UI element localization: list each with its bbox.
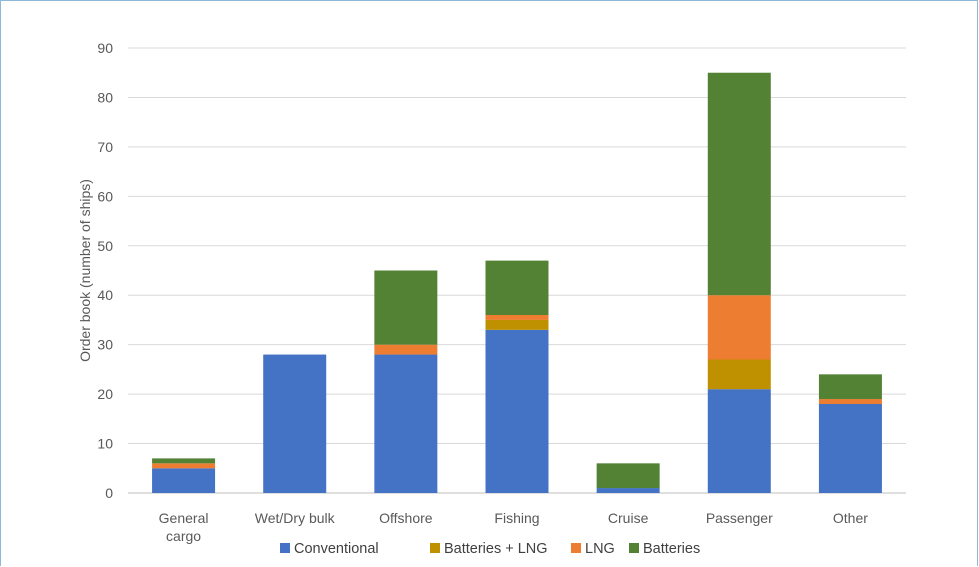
x-tick-label: Fishing: [494, 510, 539, 526]
y-axis-ticks: 0 10 20 30 40 50 60 70 80 90: [97, 40, 113, 501]
bar-segment: [374, 344, 438, 355]
legend: Conventional Batteries + LNG LNG Batteries: [280, 541, 700, 557]
legend-swatch: [430, 543, 440, 553]
legend-label: Batteries: [643, 541, 700, 557]
bar-segment: [707, 72, 771, 296]
bar-segment: [152, 463, 216, 469]
x-tick-label: Other: [833, 510, 868, 526]
y-tick-label: 40: [97, 287, 113, 303]
bar-segment: [152, 468, 216, 493]
y-tick-label: 80: [97, 89, 113, 105]
y-tick-label: 30: [97, 337, 113, 353]
x-tick-label: Passenger: [706, 510, 773, 526]
legend-label: Conventional: [294, 541, 379, 557]
bar-segment: [596, 488, 660, 493]
x-tick-label: Offshore: [379, 510, 433, 526]
bar-segment: [818, 399, 882, 404]
y-tick-label: 10: [97, 436, 113, 452]
y-tick-label: 90: [97, 40, 113, 56]
bar-segment: [596, 463, 660, 489]
bar-segment: [818, 374, 882, 400]
y-tick-label: 0: [105, 485, 113, 501]
y-tick-label: 50: [97, 238, 113, 254]
legend-swatch: [629, 543, 639, 553]
x-tick-label: General cargo: [159, 510, 209, 544]
legend-label: LNG: [585, 541, 615, 557]
bar-segment: [152, 458, 216, 464]
legend-swatch: [571, 543, 581, 553]
bar-segment: [485, 260, 549, 315]
bar-segment: [374, 354, 438, 493]
x-axis-ticks: General cargo Wet/Dry bulk Offshore Fishing C…: [159, 510, 869, 544]
bar-segment: [485, 315, 549, 320]
y-axis-title: Order book (number of ships): [77, 179, 93, 362]
legend-swatch: [280, 543, 290, 553]
bar-segment: [263, 354, 327, 493]
x-tick-label: Cruise: [608, 510, 649, 526]
bar-segment: [707, 389, 771, 493]
bar-segment: [818, 404, 882, 493]
legend-label: Batteries + LNG: [444, 541, 548, 557]
x-tick-label: Wet/Dry bulk: [255, 510, 336, 526]
bar-segment: [374, 270, 438, 345]
bar-segment: [485, 319, 549, 330]
bars: [152, 72, 882, 493]
bar-segment: [485, 329, 549, 493]
y-tick-label: 20: [97, 386, 113, 402]
bar-segment: [707, 295, 771, 360]
bar-segment: [707, 359, 771, 390]
y-tick-label: 70: [97, 139, 113, 155]
y-tick-label: 60: [97, 188, 113, 204]
